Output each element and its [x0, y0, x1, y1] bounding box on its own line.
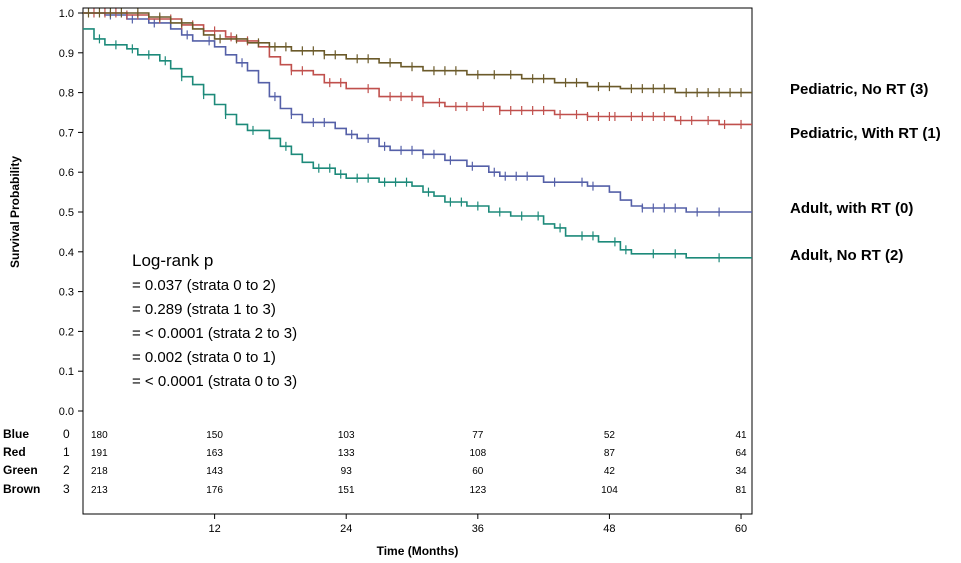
risk-count: 108: [469, 448, 486, 459]
risk-count: 93: [341, 466, 353, 477]
x-tick-label: 36: [472, 523, 484, 535]
y-tick-label: 0.3: [59, 287, 74, 299]
risk-count: 64: [735, 448, 747, 459]
annotation-title: Log-rank p: [132, 251, 213, 270]
risk-count: 60: [472, 466, 484, 477]
risk-count: 41: [735, 430, 747, 441]
x-tick-label: 60: [735, 523, 747, 535]
annotation-line: = 0.002 (strata 0 to 1): [132, 349, 276, 366]
risk-count: 176: [206, 485, 223, 496]
y-tick-label: 0.7: [59, 127, 74, 139]
axis-ticks: 0.00.10.20.30.40.50.60.70.80.91.012 24 36 4…: [59, 8, 747, 535]
risk-count: 143: [206, 466, 223, 477]
risk-count: 151: [338, 485, 355, 496]
annotation-line: = < 0.0001 (strata 0 to 3): [132, 373, 297, 390]
curve-label-brown: Pediatric, No RT (3): [790, 81, 928, 98]
survival-curves: [83, 8, 752, 263]
y-tick-label: 0.5: [59, 207, 74, 219]
risk-row-stratum: 2: [63, 463, 70, 477]
survival-curve-green: [83, 28, 752, 259]
plot-frame: [82, 7, 753, 515]
risk-count: 150: [206, 430, 223, 441]
risk-count: 103: [338, 430, 355, 441]
risk-count: 163: [206, 448, 223, 459]
risk-row-name: Green: [3, 463, 38, 477]
annotation-line: = 0.037 (strata 0 to 2): [132, 277, 276, 294]
risk-count: 77: [472, 430, 484, 441]
risk-count: 218: [91, 466, 108, 477]
risk-count: 42: [604, 466, 616, 477]
y-tick-label: 0.1: [59, 366, 74, 378]
y-tick-label: 1.0: [59, 8, 74, 20]
y-axis-label: Survival Probability: [8, 156, 22, 268]
x-tick-label: 12: [208, 523, 220, 535]
risk-count: 180: [91, 430, 108, 441]
annotation-line: = < 0.0001 (strata 2 to 3): [132, 325, 297, 342]
y-tick-label: 0.4: [59, 247, 74, 259]
risk-row-stratum: 1: [63, 445, 70, 459]
risk-table: Blue 0 180 150 103 77 52 41 Red 1 191 163 133 108 87 64…: [3, 427, 747, 496]
risk-row-name: Blue: [3, 427, 29, 441]
curve-label-blue: Adult, with RT (0): [790, 200, 913, 217]
risk-row-stratum: 3: [63, 482, 70, 496]
y-tick-label: 0.8: [59, 88, 74, 100]
risk-count: 123: [469, 485, 486, 496]
log-rank-annotation: Log-rank p = 0.037 (strata 0 to 2) = 0.289…: [132, 251, 297, 390]
risk-count: 34: [735, 466, 747, 477]
y-tick-label: 0.6: [59, 167, 74, 179]
y-tick-label: 0.9: [59, 48, 74, 60]
risk-count: 213: [91, 485, 108, 496]
x-tick-label: 48: [603, 523, 615, 535]
risk-row-stratum: 0: [63, 427, 70, 441]
curve-label-red: Pediatric, With RT (1): [790, 125, 941, 142]
risk-count: 133: [338, 448, 355, 459]
y-tick-label: 0.0: [59, 406, 74, 418]
y-tick-label: 0.2: [59, 326, 74, 338]
risk-count: 52: [604, 430, 616, 441]
risk-count: 81: [735, 485, 747, 496]
survival-curve-red: [83, 12, 752, 126]
curve-label-green: Adult, No RT (2): [790, 247, 903, 264]
risk-count: 87: [604, 448, 616, 459]
survival-curve-blue: [83, 12, 752, 213]
risk-count: 104: [601, 485, 618, 496]
x-tick-label: 24: [340, 523, 352, 535]
risk-row-name: Red: [3, 445, 26, 459]
curve-end-labels: Adult, with RT (0) Pediatric, With RT (1)…: [790, 81, 941, 264]
risk-count: 191: [91, 448, 108, 459]
risk-row-name: Brown: [3, 482, 40, 496]
survival-curve-brown: [83, 12, 752, 94]
annotation-line: = 0.289 (strata 1 to 3): [132, 301, 276, 318]
x-axis-label: Time (Months): [377, 544, 459, 558]
